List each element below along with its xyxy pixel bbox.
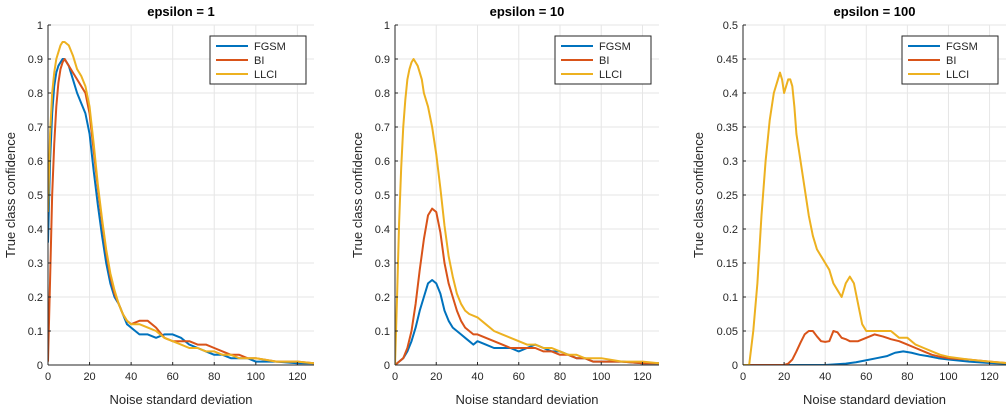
- chart-title: epsilon = 10: [490, 4, 565, 19]
- legend-label-bi: BI: [254, 55, 264, 67]
- x-axis-label: Noise standard deviation: [109, 392, 252, 407]
- x-tick-label: 0: [740, 371, 746, 383]
- legend: FGSM BI LLCI: [209, 35, 307, 85]
- y-tick-label: 0.6: [375, 156, 390, 168]
- legend-label-llci: LLCI: [254, 69, 277, 81]
- x-tick-label: 100: [247, 371, 265, 383]
- x-tick-label: 60: [167, 371, 179, 383]
- x-tick-label: 80: [208, 371, 220, 383]
- y-tick-label: 0.35: [717, 122, 738, 134]
- y-tick-label: 0.1: [375, 326, 390, 338]
- legend-label-llci: LLCI: [599, 69, 622, 81]
- y-tick-label: 0: [384, 360, 390, 372]
- x-tick-label: 120: [633, 371, 651, 383]
- x-tick-label: 20: [778, 371, 790, 383]
- legend: FGSM BI LLCI: [554, 35, 652, 85]
- y-tick-label: 0.05: [717, 326, 738, 338]
- y-tick-label: 0.4: [723, 88, 738, 100]
- series-line-bi: [395, 207, 659, 365]
- series-line-llci: [48, 41, 314, 365]
- legend-label-llci: LLCI: [946, 69, 969, 81]
- y-tick-label: 0.3: [375, 258, 390, 270]
- y-tick-label: 0.15: [717, 258, 738, 270]
- series-line-llci: [395, 58, 659, 365]
- y-tick-label: 0.5: [28, 190, 43, 202]
- x-tick-label: 60: [513, 371, 525, 383]
- chart-title: epsilon = 1: [147, 4, 215, 19]
- y-tick-label: 0.3: [723, 156, 738, 168]
- y-tick-label: 0.8: [28, 88, 43, 100]
- series-line-bi: [743, 330, 1006, 365]
- x-tick-label: 80: [554, 371, 566, 383]
- legend-label-bi: BI: [599, 55, 609, 67]
- y-tick-label: 0.45: [717, 54, 738, 66]
- y-tick-label: 0: [732, 360, 738, 372]
- x-tick-label: 20: [83, 371, 95, 383]
- y-tick-label: 0.1: [723, 292, 738, 304]
- x-tick-label: 40: [125, 371, 137, 383]
- legend-label-fgsm: FGSM: [254, 41, 286, 53]
- y-tick-label: 1: [37, 20, 43, 32]
- chart-title: epsilon = 100: [833, 4, 915, 19]
- y-axis-label: True class confidence: [350, 132, 365, 258]
- y-tick-label: 0.9: [375, 54, 390, 66]
- y-tick-label: 0.7: [28, 122, 43, 134]
- x-axis-label: Noise standard deviation: [803, 392, 946, 407]
- y-tick-label: 0.2: [723, 224, 738, 236]
- y-axis-label: True class confidence: [691, 132, 706, 258]
- y-tick-label: 0.4: [375, 224, 390, 236]
- y-tick-label: 0: [37, 360, 43, 372]
- y-tick-label: 0.3: [28, 258, 43, 270]
- y-tick-label: 0.25: [717, 190, 738, 202]
- x-tick-label: 120: [288, 371, 306, 383]
- x-tick-label: 60: [860, 371, 872, 383]
- y-axis-label: True class confidence: [3, 132, 18, 258]
- chart-panel-3: 0 20 40 60 80 100 120 0 0.05 0.1 0.15 0.2 0.25 0.3 0.3…: [691, 4, 1006, 407]
- y-tick-label: 0.2: [28, 292, 43, 304]
- chart-panel-1: 0 20 40 60 80 100 120 0 0.1 0.2 0.3 0.4 0.5 0.6 0.7 0.8…: [3, 4, 314, 407]
- x-tick-label: 40: [471, 371, 483, 383]
- legend-label-fgsm: FGSM: [599, 41, 631, 53]
- x-tick-label: 20: [430, 371, 442, 383]
- y-tick-label: 0.5: [723, 20, 738, 32]
- x-axis-label: Noise standard deviation: [455, 392, 598, 407]
- legend-label-fgsm: FGSM: [946, 41, 978, 53]
- legend-label-bi: BI: [946, 55, 956, 67]
- series-line-fgsm: [743, 350, 1006, 365]
- y-tick-label: 0.7: [375, 122, 390, 134]
- y-tick-label: 0.1: [28, 326, 43, 338]
- x-tick-label: 80: [901, 371, 913, 383]
- y-tick-label: 0.4: [28, 224, 43, 236]
- x-tick-label: 40: [819, 371, 831, 383]
- y-tick-label: 0.5: [375, 190, 390, 202]
- x-tick-label: 100: [592, 371, 610, 383]
- chart-panel-2: 0 20 40 60 80 100 120 0 0.1 0.2 0.3 0.4 0.5 0.6 0.7 0.8…: [350, 4, 659, 407]
- series-line-llci: [743, 71, 1006, 365]
- y-tick-label: 0.2: [375, 292, 390, 304]
- x-tick-label: 0: [45, 371, 51, 383]
- y-tick-label: 1: [384, 20, 390, 32]
- y-tick-label: 0.6: [28, 156, 43, 168]
- x-tick-label: 100: [939, 371, 957, 383]
- y-tick-label: 0.8: [375, 88, 390, 100]
- x-tick-label: 120: [980, 371, 998, 383]
- x-tick-label: 0: [392, 371, 398, 383]
- legend: FGSM BI LLCI: [901, 35, 999, 85]
- y-tick-label: 0.9: [28, 54, 43, 66]
